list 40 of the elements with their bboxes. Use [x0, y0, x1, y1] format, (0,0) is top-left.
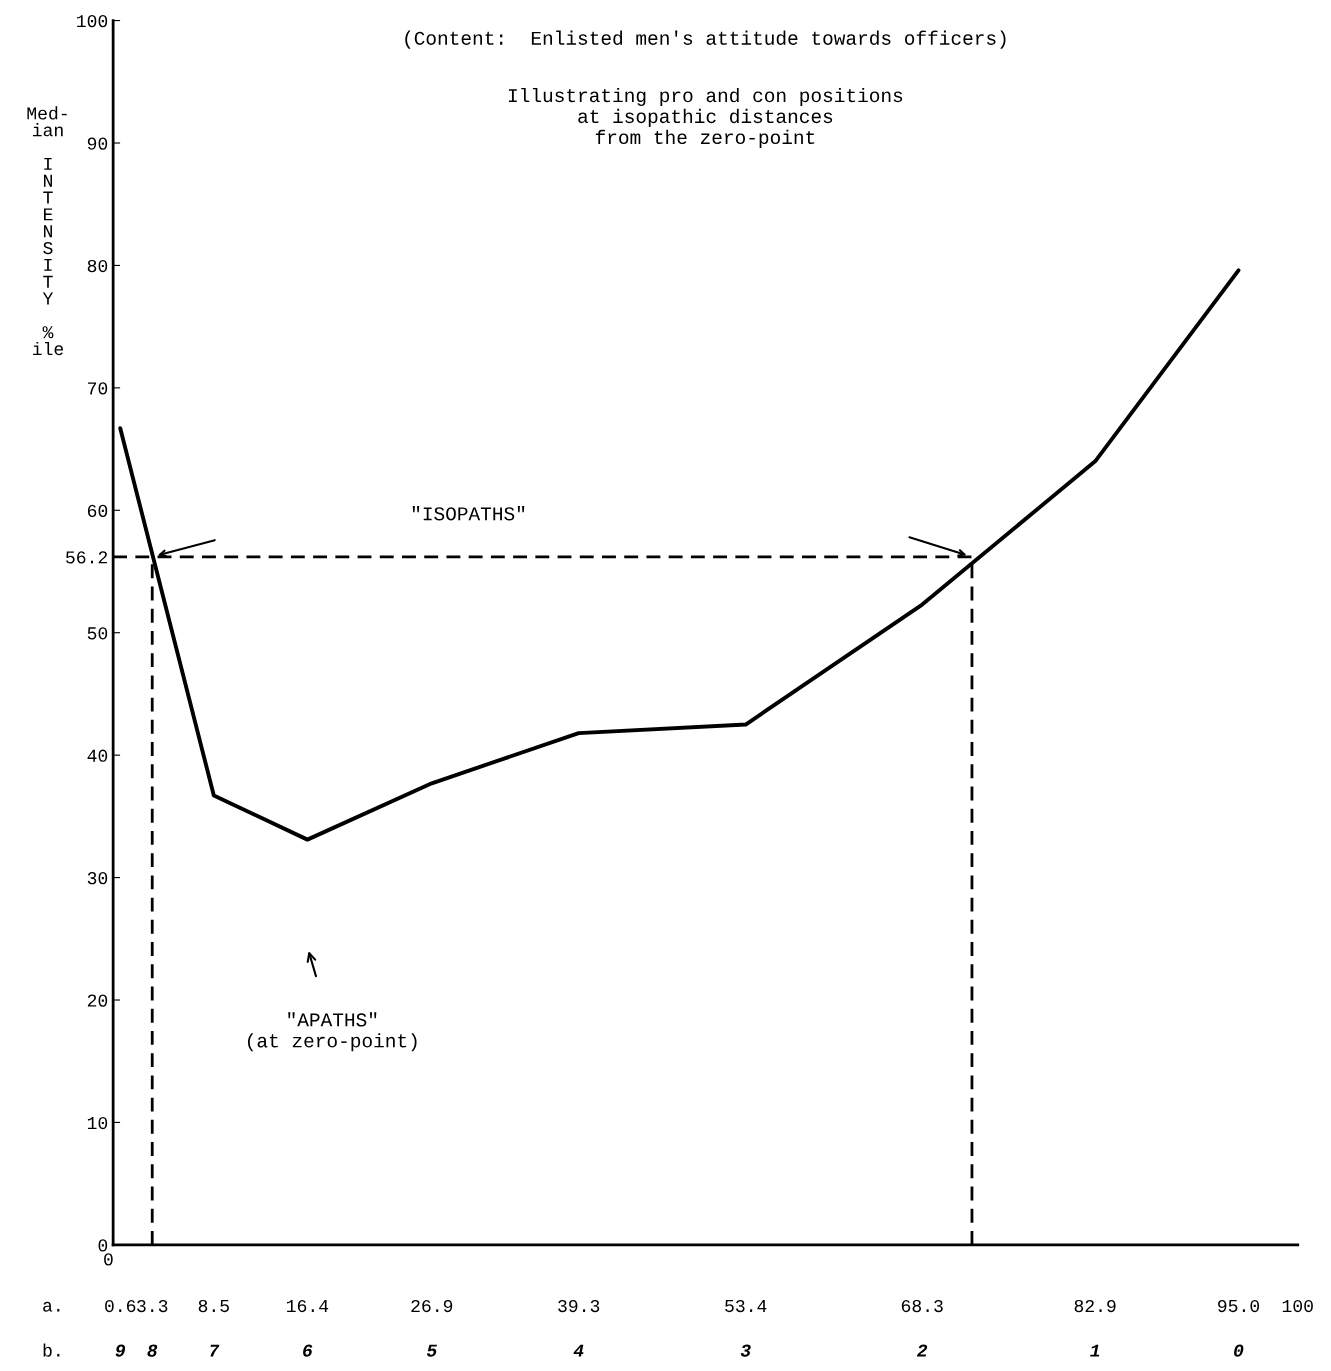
y-tick-label: 90 [87, 137, 108, 150]
x-tick-label: 53.4 [725, 1299, 767, 1313]
text: 8 [147, 1344, 158, 1357]
text: 1 [1090, 1344, 1100, 1357]
text: a. [43, 1301, 60, 1312]
y-tick-label: 10 [87, 1116, 108, 1130]
text: 4 [573, 1344, 584, 1357]
text: 5 [426, 1344, 437, 1357]
y-tick-label: 0 [98, 1239, 108, 1252]
x-tick-label: 0.6 [105, 1299, 136, 1313]
y-tick-label: 50 [87, 627, 108, 640]
text: Illustrating pro and con positions at isopathic distances from the zero-point [508, 87, 903, 148]
text: 2 [916, 1344, 928, 1357]
y-tick-label: 30 [87, 872, 108, 885]
x-tick-label: 68.3 [901, 1299, 943, 1313]
y-tick-label: 56.2 [66, 551, 107, 564]
y-tick-label: 80 [87, 259, 108, 273]
text: 3 [740, 1344, 751, 1357]
x-tick-label: 26.9 [411, 1299, 453, 1313]
text: b. [43, 1343, 60, 1357]
text: 7 [210, 1344, 220, 1357]
annotation: "APATHS" (at zero-point) [248, 1012, 417, 1052]
annotation: "ISOPATHS" [412, 506, 525, 521]
text: 6 [303, 1344, 313, 1357]
x-tick-label: 39.3 [558, 1299, 600, 1313]
y-tick-label: 60 [87, 504, 108, 518]
y-tick-label: 20 [87, 994, 108, 1007]
text: 0 [1234, 1344, 1244, 1357]
y-tick-label: 40 [87, 749, 108, 762]
chart-title: (Content: Enlisted men's attitude towards officers) [405, 30, 1006, 49]
x-tick-label: 82.9 [1074, 1299, 1116, 1313]
x-tick-label: 3.3 [137, 1299, 168, 1313]
y-tick-label: 70 [88, 382, 108, 395]
x-tick-label: 16.4 [287, 1299, 329, 1313]
x-tick-label: 95.0 [1218, 1299, 1260, 1313]
y-tick-label: 100 [77, 15, 108, 28]
x-tick-label: 8.5 [198, 1299, 229, 1313]
text: 9 [115, 1344, 126, 1357]
text: Med- ian I N T E N S I T Y % ile [27, 106, 67, 356]
x-tick-label: 100 [1282, 1299, 1313, 1313]
